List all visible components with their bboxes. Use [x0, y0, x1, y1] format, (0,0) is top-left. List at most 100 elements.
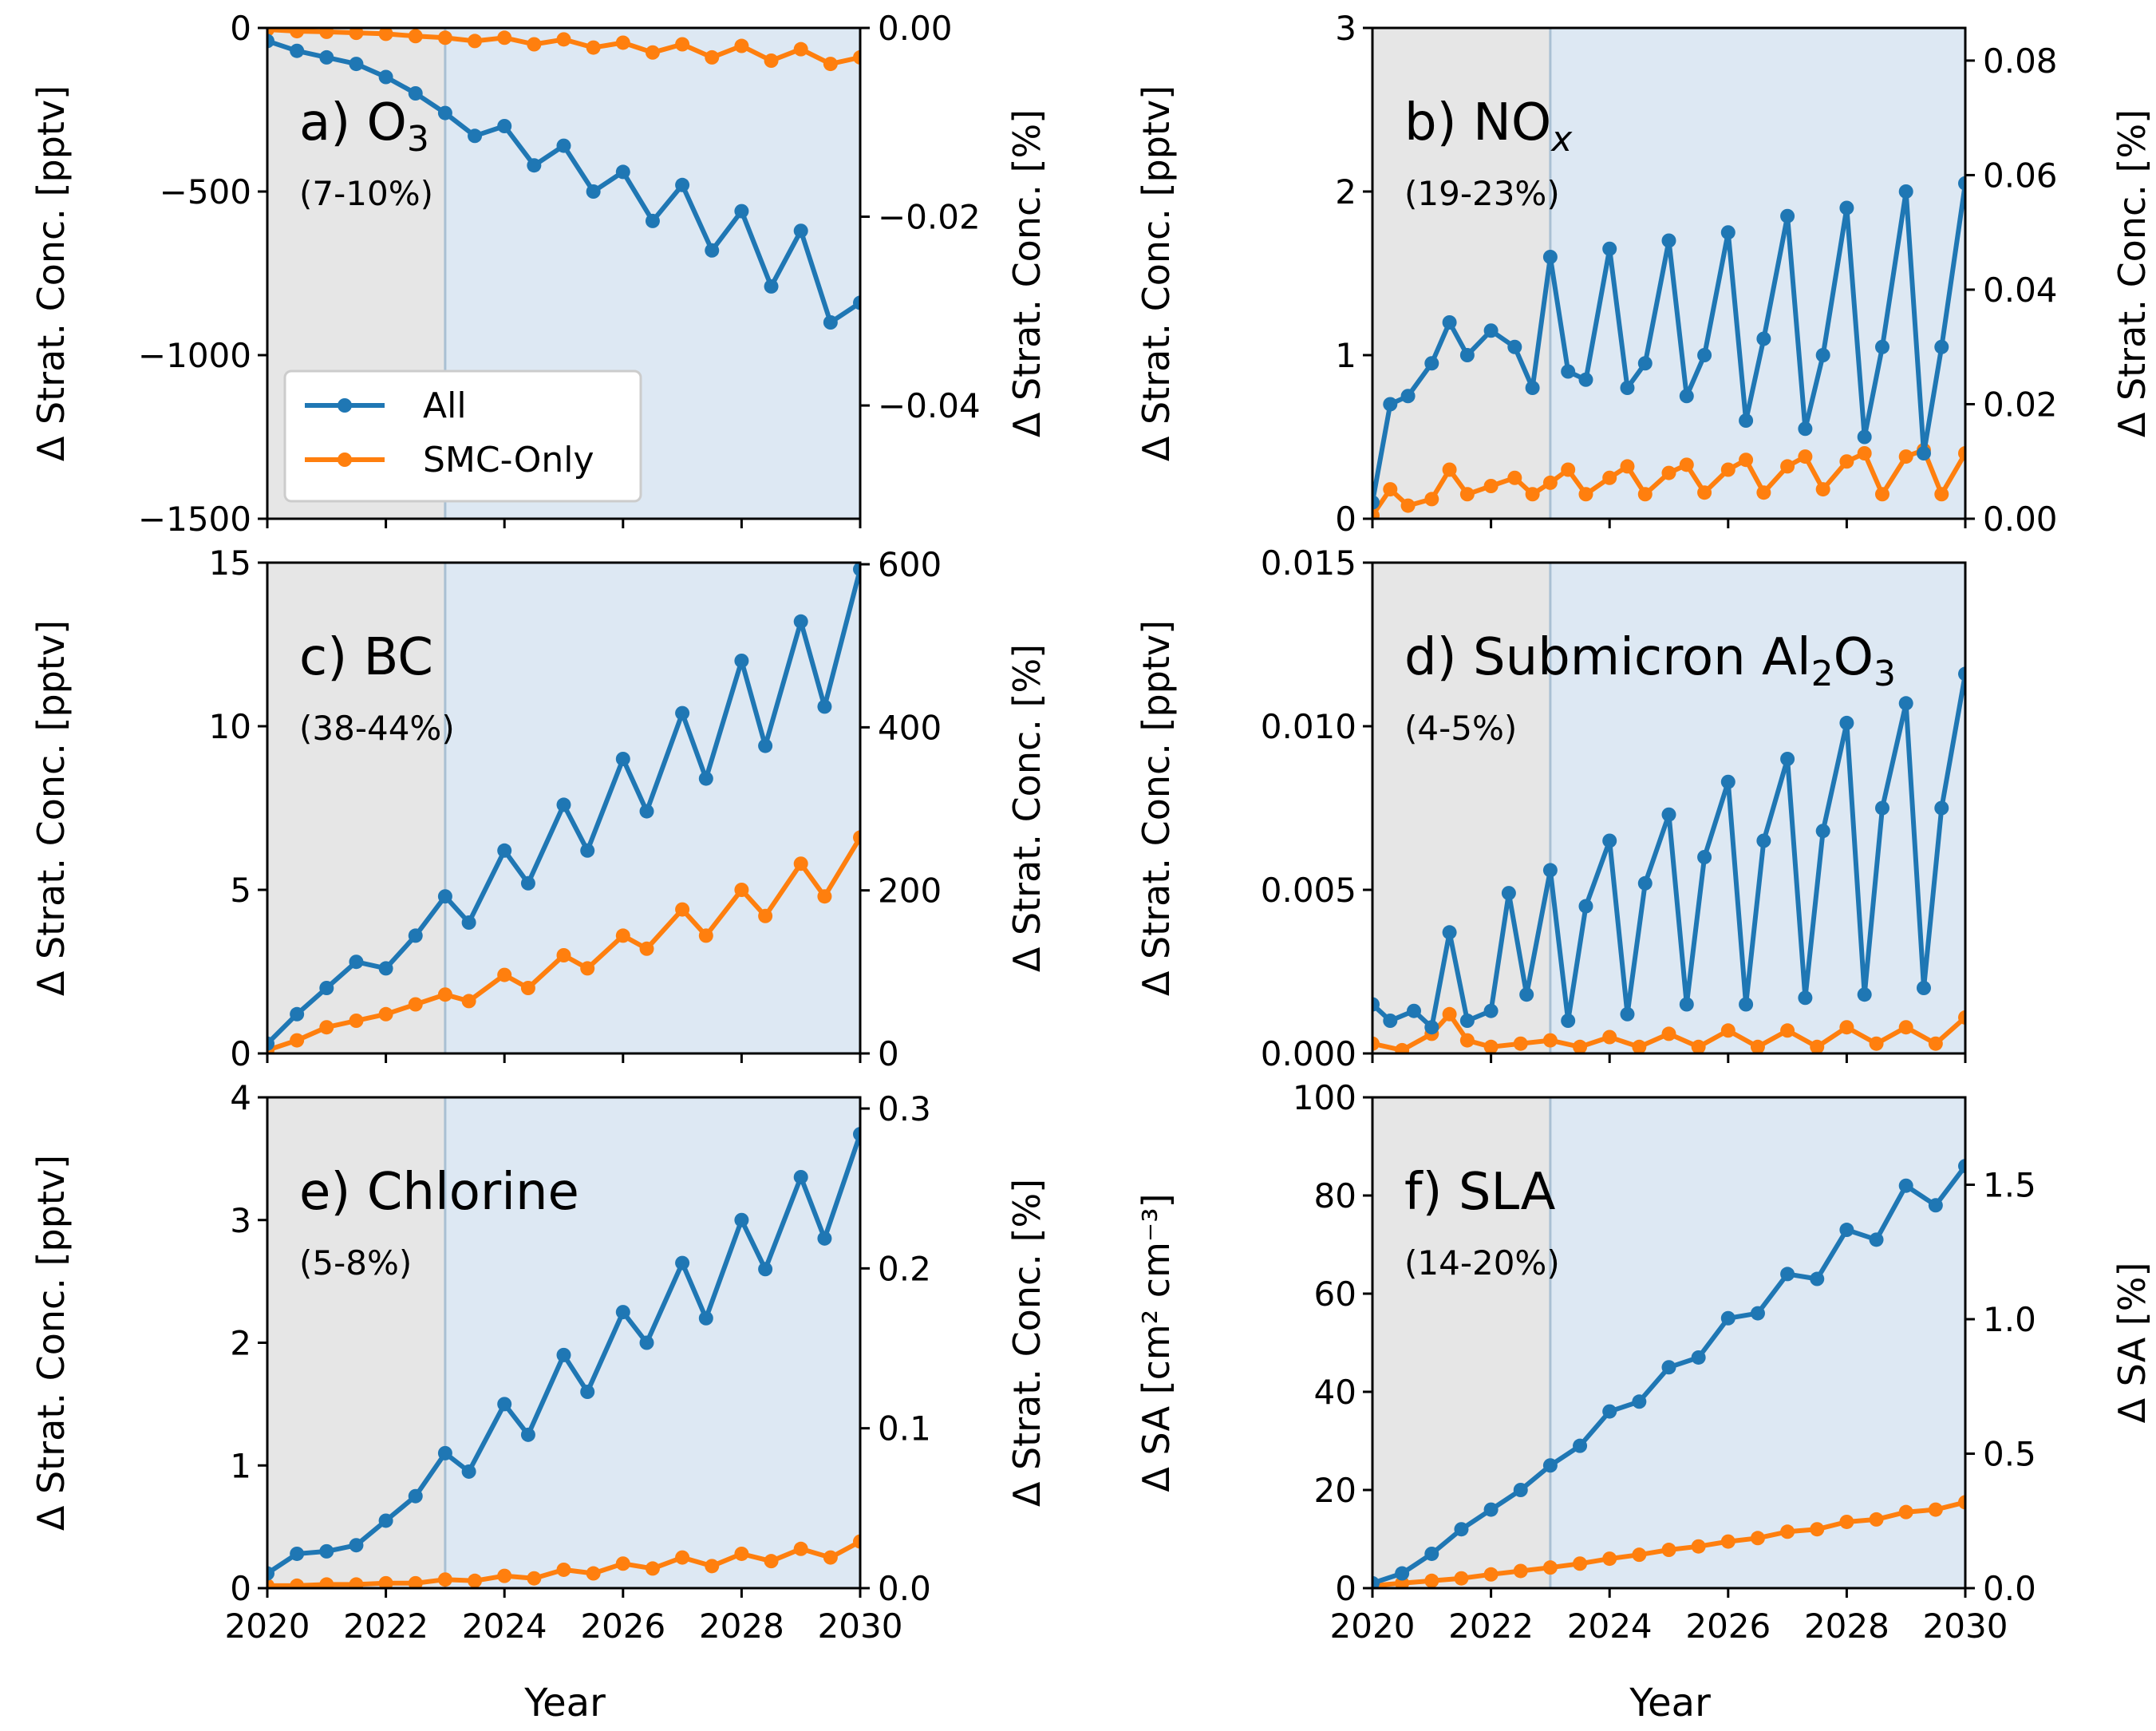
data-point-all-d-15 [1661, 807, 1676, 822]
data-point-smc-d-17 [1839, 1020, 1854, 1035]
y2-tick-label-b-0: 0.00 [1983, 500, 2058, 539]
y-tick-label-b-2: 2 [1335, 172, 1356, 211]
y-tick-label-e-2: 2 [230, 1324, 251, 1363]
data-point-all-c-6 [437, 889, 452, 904]
data-point-all-c-15 [698, 771, 713, 786]
y-tick-label-e-1: 1 [230, 1446, 251, 1485]
y-tick-label-e-3: 3 [230, 1201, 251, 1240]
y2-axis-label-f: Δ SA [%] [2111, 1263, 2154, 1424]
data-point-smc-d-3 [1442, 1006, 1457, 1022]
data-point-smc-f-4 [1483, 1567, 1499, 1582]
panel-title-d: d) Submicron Al2O3 [1404, 628, 1896, 694]
data-point-smc-f-7 [1573, 1556, 1588, 1571]
y2-tick-label-b-2: 0.04 [1983, 271, 2058, 310]
data-point-smc-a-11 [586, 40, 601, 55]
data-point-smc-b-29 [1934, 487, 1949, 502]
panel-note-d: (4-5%) [1404, 709, 1517, 748]
data-point-all-b-24 [1839, 200, 1854, 215]
data-point-all-f-11 [1691, 1350, 1706, 1365]
x-tick-label-e-5: 2030 [818, 1607, 903, 1646]
data-point-all-e-10 [556, 1347, 571, 1362]
data-point-smc-d-21 [1958, 1010, 1965, 1025]
data-point-all-b-25 [1857, 429, 1872, 445]
data-point-smc-f-6 [1542, 1560, 1558, 1575]
y-tick-label-d-2: 0.010 [1261, 707, 1356, 746]
data-point-smc-e-6 [437, 1572, 452, 1587]
data-point-all-d-2 [1407, 1003, 1422, 1018]
data-point-all-e-14 [675, 1255, 690, 1271]
data-point-all-d-19 [1739, 997, 1754, 1012]
data-point-smc-a-17 [764, 53, 779, 68]
data-point-all-c-12 [615, 752, 630, 766]
data-point-all-e-15 [698, 1310, 713, 1326]
data-point-all-f-2 [1424, 1546, 1439, 1561]
data-point-smc-c-11 [580, 961, 595, 976]
data-point-smc-e-12 [615, 1556, 630, 1571]
data-point-smc-f-18 [1898, 1504, 1913, 1520]
data-point-smc-e-14 [675, 1550, 690, 1565]
data-point-smc-b-25 [1857, 446, 1872, 460]
y-axis-label-f: Δ SA [cm² cm⁻³] [1135, 1193, 1178, 1492]
data-point-smc-f-15 [1810, 1522, 1825, 1537]
data-point-smc-b-20 [1756, 485, 1771, 500]
data-point-all-a-2 [319, 49, 334, 65]
y-tick-label-c-3: 15 [209, 543, 251, 583]
data-point-smc-b-26 [1874, 487, 1889, 502]
panel-note-c: (38-44%) [299, 709, 455, 748]
data-point-smc-c-18 [793, 856, 808, 871]
data-point-smc-a-5 [408, 29, 423, 44]
data-point-all-b-21 [1780, 208, 1795, 223]
data-point-smc-e-15 [705, 1559, 720, 1574]
data-point-smc-b-12 [1602, 470, 1617, 485]
x-tick-label-e-2: 2024 [462, 1607, 547, 1646]
data-point-all-b-20 [1756, 331, 1771, 346]
panel-b: 0 1 2 3 0.00 0.02 0.04 0.06 0.08 b) NOx (19-23%) Δ … [1135, 9, 2154, 539]
data-point-all-d-29 [1934, 800, 1949, 816]
data-point-smc-e-18 [793, 1541, 808, 1556]
panel-f: 0 20 40 60 80 100 0.0 0.5 1.0 1.5 2020 2022 2024 2026… [1135, 1078, 2154, 1646]
y2-tick-label-c-1: 200 [878, 871, 942, 911]
data-point-all-e-11 [580, 1385, 595, 1399]
data-point-smc-f-11 [1691, 1539, 1706, 1554]
data-point-smc-c-19 [817, 889, 832, 904]
data-point-all-d-16 [1679, 997, 1694, 1012]
y-axis-label-b: Δ Strat. Conc. [pptv] [1135, 85, 1178, 461]
data-point-all-f-0 [1372, 1575, 1380, 1588]
y2-axis-label-b: Δ Strat. Conc. [%] [2111, 109, 2154, 437]
y-tick-label-a-1: −1000 [138, 336, 251, 375]
y-tick-label-d-1: 0.005 [1261, 871, 1356, 910]
data-point-smc-a-10 [556, 32, 571, 47]
data-point-all-b-15 [1661, 233, 1676, 248]
data-point-all-f-15 [1810, 1271, 1825, 1286]
y2-tick-label-e-3: 0.3 [878, 1089, 931, 1128]
data-point-all-a-13 [645, 213, 660, 228]
data-point-smc-b-17 [1697, 485, 1712, 500]
data-point-smc-f-17 [1869, 1512, 1884, 1527]
data-point-all-d-1 [1383, 1014, 1398, 1028]
data-point-all-d-24 [1839, 715, 1854, 730]
data-point-smc-b-19 [1739, 453, 1754, 468]
x-tick-label-e-3: 2026 [580, 1607, 665, 1646]
panel-b-projection-band [1550, 28, 1965, 519]
data-point-all-a-10 [556, 138, 571, 153]
data-point-all-e-8 [497, 1397, 512, 1412]
data-point-smc-f-9 [1632, 1547, 1647, 1563]
data-point-all-b-29 [1934, 339, 1949, 354]
data-point-all-d-4 [1442, 925, 1457, 940]
legend-all-marker [338, 398, 352, 413]
data-point-smc-b-14 [1637, 487, 1653, 502]
panel-title-b: b) NOx [1404, 93, 1573, 160]
data-point-all-c-2 [319, 981, 334, 995]
data-point-all-b-9 [1542, 250, 1558, 264]
y-tick-label-f-2: 40 [1314, 1373, 1356, 1412]
data-point-smc-d-18 [1869, 1036, 1884, 1051]
data-point-all-d-8 [1519, 987, 1534, 1002]
y-tick-label-b-3: 3 [1335, 9, 1356, 48]
panel-b-data [1372, 176, 1965, 519]
data-point-all-c-18 [793, 614, 808, 629]
data-point-smc-c-17 [758, 908, 773, 923]
data-point-all-d-30 [1958, 666, 1965, 682]
data-point-all-f-17 [1869, 1232, 1884, 1247]
y2-axis-label-e: Δ Strat. Conc. [%] [1005, 1179, 1048, 1507]
data-point-all-f-7 [1573, 1438, 1588, 1453]
